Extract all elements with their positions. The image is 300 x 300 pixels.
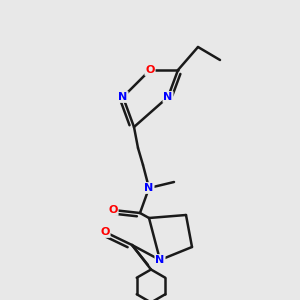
Text: N: N xyxy=(118,92,127,102)
Text: N: N xyxy=(155,255,165,265)
Text: O: O xyxy=(145,65,155,75)
Text: N: N xyxy=(164,92,172,102)
Text: O: O xyxy=(108,205,118,215)
Text: O: O xyxy=(100,227,110,237)
Text: N: N xyxy=(144,183,154,193)
